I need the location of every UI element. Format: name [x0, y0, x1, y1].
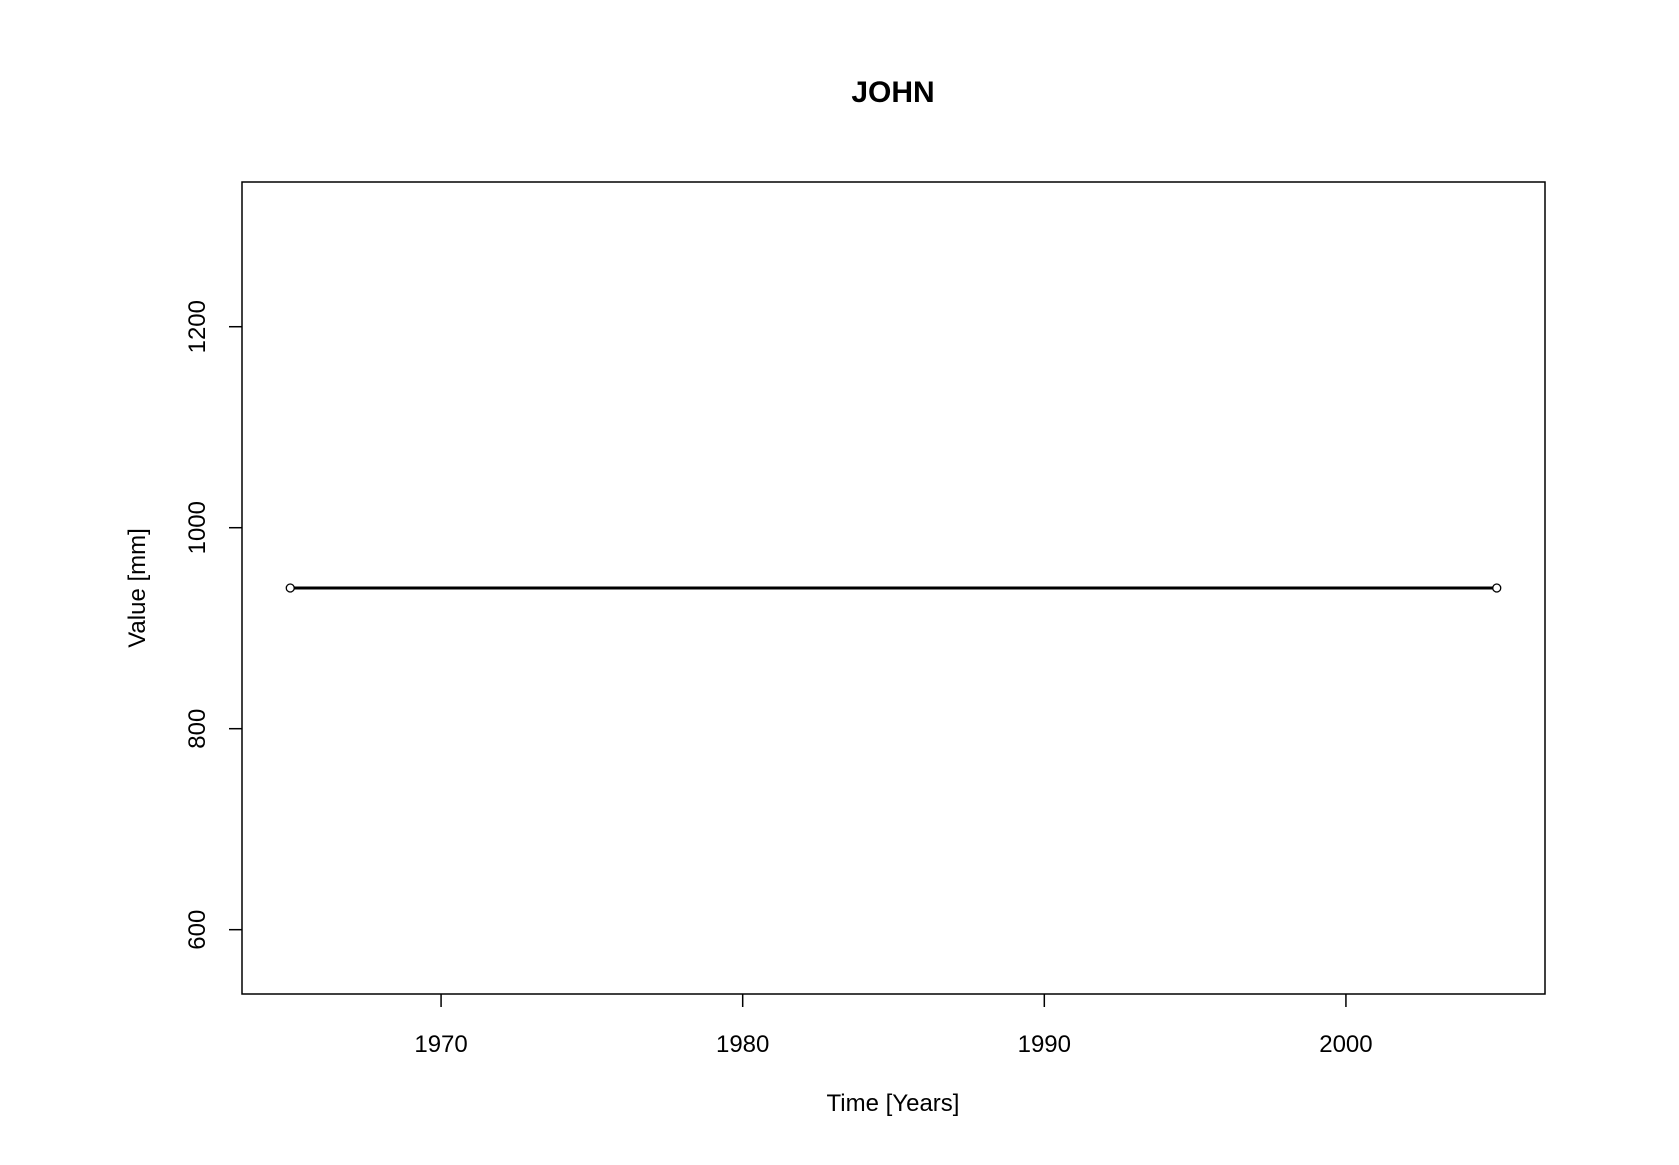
x-tick-label: 1970: [414, 1031, 467, 1058]
y-tick-label: 1000: [184, 501, 211, 554]
x-tick-label: 1980: [716, 1031, 769, 1058]
y-axis-label: Value [mm]: [124, 528, 151, 648]
y-tick-label: 600: [184, 910, 211, 950]
y-axis: 600 800 1000 1200: [184, 300, 242, 950]
y-tick-label: 1200: [184, 300, 211, 353]
series-layer: [285, 583, 1502, 593]
x-tick-label: 1990: [1018, 1031, 1071, 1058]
x-axis: 1970 1980 1990 2000: [414, 994, 1373, 1058]
data-point: [1492, 583, 1502, 593]
plot-frame: [241, 181, 1546, 995]
y-tick-label: 800: [184, 709, 211, 749]
chart-title: JOHN: [851, 76, 934, 109]
x-axis-label: Time [Years]: [827, 1090, 960, 1117]
data-point: [285, 583, 295, 593]
x-tick-label: 2000: [1319, 1031, 1372, 1058]
